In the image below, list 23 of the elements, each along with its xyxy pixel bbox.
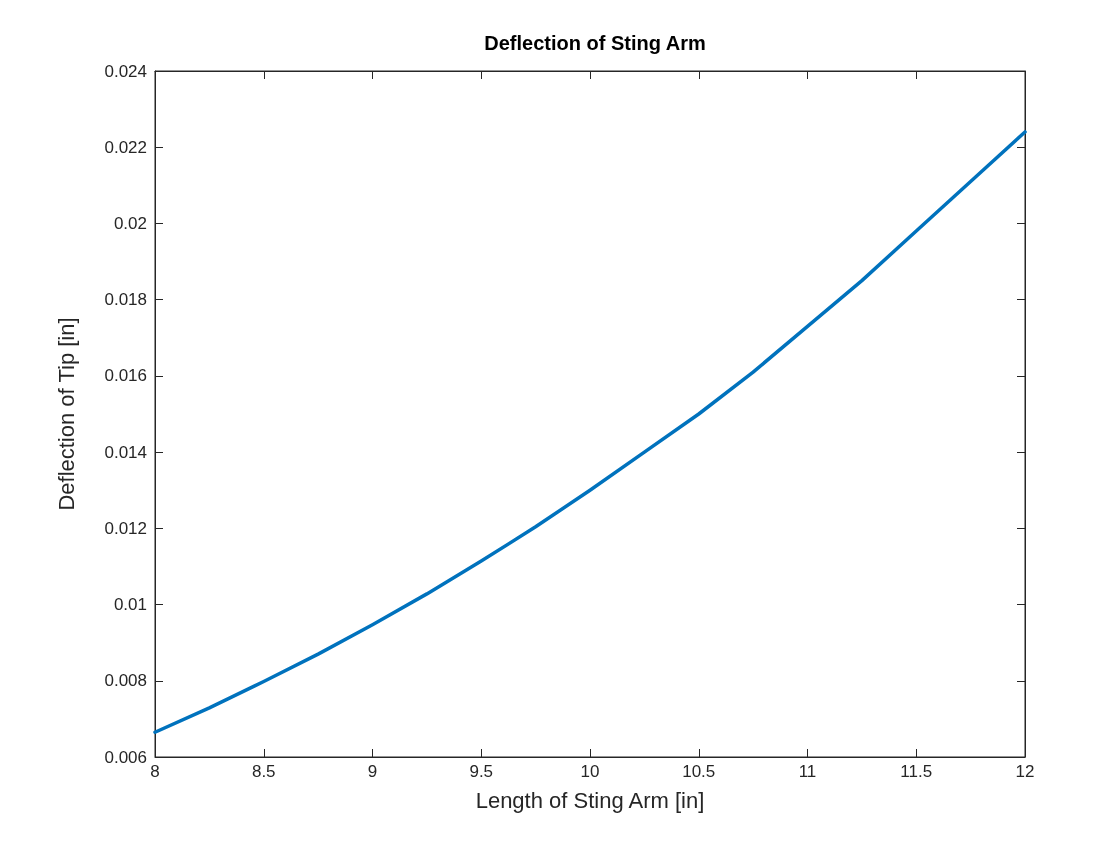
- x-tick-label: 9: [367, 762, 378, 781]
- x-tick-label: 12: [1015, 762, 1035, 781]
- x-axis-title: Length of Sting Arm [in]: [475, 787, 705, 813]
- y-tick-label: 0.022: [104, 137, 147, 157]
- x-tick-label: 10.5: [682, 762, 716, 781]
- x-tick-label: 8: [150, 762, 160, 781]
- y-tick-label: 0.006: [104, 747, 147, 767]
- chart-title: Deflection of Sting Arm: [484, 32, 706, 54]
- y-tick-label: 0.008: [104, 671, 147, 691]
- y-axis-title: Deflection of Tip [in]: [53, 317, 79, 511]
- x-tick-label: 8.5: [251, 762, 276, 781]
- y-tick-label: 0.012: [104, 518, 147, 538]
- x-tick-label: 9.5: [469, 762, 494, 781]
- y-tick-label: 0.014: [104, 442, 147, 462]
- x-tick-label: 11.5: [900, 762, 933, 781]
- y-tick-label: 0.018: [104, 290, 147, 310]
- x-tick-label: 10: [580, 762, 600, 781]
- y-tick-label: 0.016: [104, 366, 147, 386]
- x-tick-label: 11: [798, 762, 817, 781]
- line-series: [153, 130, 1027, 734]
- y-tick-label: 0.024: [104, 61, 147, 81]
- y-tick-label: 0.02: [113, 213, 147, 233]
- y-tick-label: 0.01: [113, 595, 147, 615]
